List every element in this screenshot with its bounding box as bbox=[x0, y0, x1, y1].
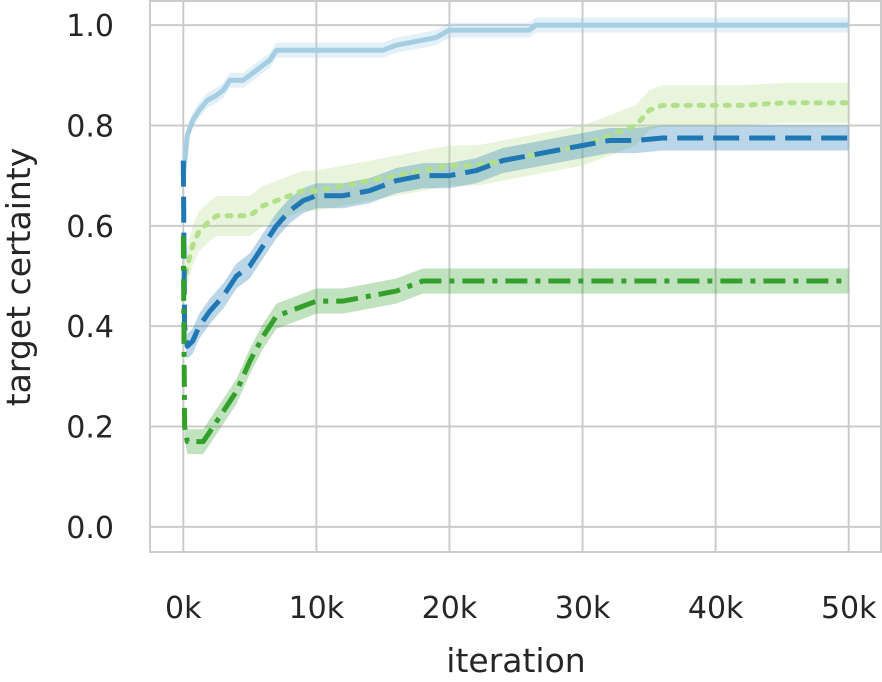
x-axis-title: iteration bbox=[446, 641, 585, 680]
series-2-line bbox=[180, 100, 852, 289]
x-tick-label: 10k bbox=[289, 591, 345, 626]
y-tick-label: 0.8 bbox=[66, 109, 114, 144]
x-tick-label: 20k bbox=[422, 591, 478, 626]
x-tick-labels: 0k 10k 20k 30k 40k 50k bbox=[165, 591, 877, 626]
series-4-band bbox=[183, 223, 849, 455]
y-tick-label: 0.0 bbox=[66, 511, 114, 546]
grid-lines bbox=[149, 0, 882, 553]
plot-frame bbox=[149, 0, 882, 553]
x-tick-label: 30k bbox=[555, 591, 611, 626]
series-lines bbox=[180, 22, 852, 445]
y-tick-label: 0.4 bbox=[66, 310, 114, 345]
y-tick-labels: 0.0 0.2 0.4 0.6 0.8 1.0 bbox=[66, 9, 114, 546]
x-tick-label: 40k bbox=[688, 591, 744, 626]
y-tick-label: 0.6 bbox=[66, 210, 114, 245]
series-4-line bbox=[180, 235, 849, 445]
x-tick-label: 50k bbox=[821, 591, 877, 626]
series-1-line bbox=[180, 22, 849, 176]
y-tick-label: 0.2 bbox=[66, 411, 114, 446]
x-tick-label: 0k bbox=[165, 591, 202, 626]
series-3-line bbox=[180, 135, 849, 349]
confidence-bands bbox=[183, 17, 849, 455]
y-axis-title: target certainty bbox=[0, 148, 38, 407]
y-tick-label: 1.0 bbox=[66, 9, 114, 44]
